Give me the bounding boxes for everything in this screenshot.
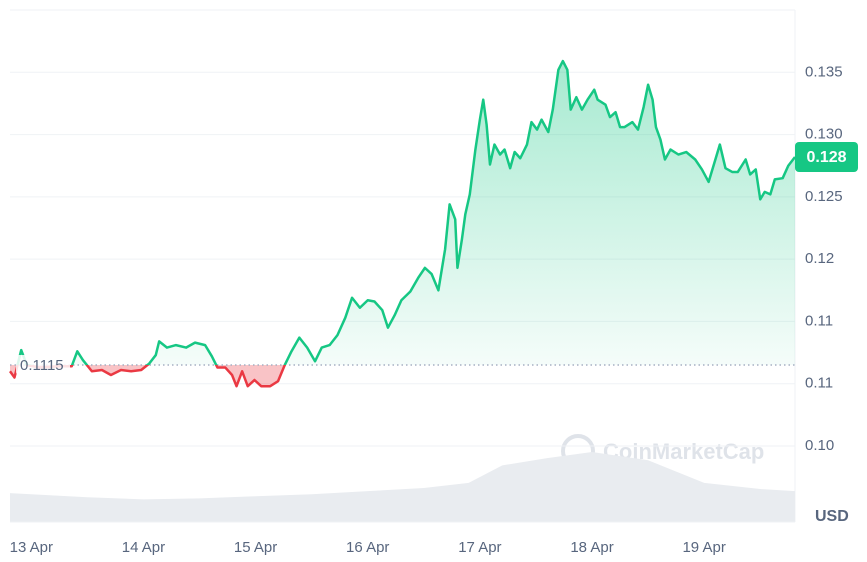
x-tick-label: 19 Apr <box>682 539 725 556</box>
price-line <box>8 59 796 388</box>
x-tick-label: 13 Apr <box>10 539 53 556</box>
x-tick-label: 17 Apr <box>458 539 501 556</box>
y-tick-label: 0.11 <box>805 375 833 392</box>
x-tick-label: 14 Apr <box>122 539 165 556</box>
area-up <box>10 61 795 366</box>
current-price-label: 0.128 <box>806 149 846 166</box>
baseline-label-bg <box>16 355 70 376</box>
y-tick-label: 0.130 <box>805 126 843 143</box>
x-tick-label: 16 Apr <box>346 539 389 556</box>
y-tick-label: 0.10 <box>805 437 834 454</box>
y-tick-label: 0.135 <box>805 63 843 80</box>
y-tick-label: 0.125 <box>805 188 843 205</box>
x-tick-label: 15 Apr <box>234 539 277 556</box>
currency-label: USD <box>815 508 849 525</box>
x-tick-label: 18 Apr <box>570 539 613 556</box>
y-tick-label: 0.12 <box>805 250 834 267</box>
y-tick-label: 0.11 <box>805 312 833 329</box>
current-price-badge <box>795 141 858 172</box>
volume-area <box>10 452 795 522</box>
baseline-label: 0.1115 <box>20 357 64 374</box>
